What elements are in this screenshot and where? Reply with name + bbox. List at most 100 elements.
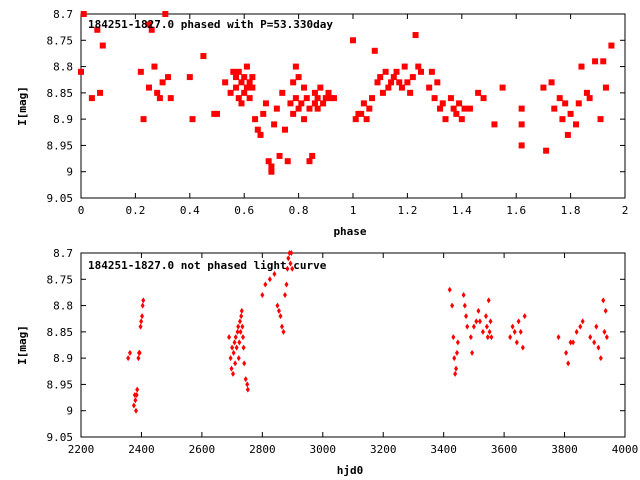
unphased-data-point bbox=[140, 313, 145, 320]
phased-data-point bbox=[379, 89, 386, 96]
unphased-data-point bbox=[516, 318, 521, 325]
phased-data-point bbox=[562, 100, 569, 107]
phased-data-point bbox=[415, 63, 422, 70]
phased-data-point bbox=[292, 95, 299, 102]
phased-data-point bbox=[396, 79, 403, 86]
unphased-data-point bbox=[288, 260, 293, 267]
unphased-data-point bbox=[133, 397, 138, 404]
unphased-data-point bbox=[568, 339, 573, 346]
unphased-xtick-label: 3600 bbox=[491, 443, 518, 456]
phased-data-point bbox=[140, 116, 147, 123]
unphased-data-point bbox=[283, 292, 287, 299]
phased-data-point bbox=[200, 53, 207, 60]
unphased-data-point bbox=[229, 365, 234, 372]
phased-data-point bbox=[99, 42, 106, 49]
phased-data-point bbox=[586, 95, 593, 102]
unphased-ytick-label: 8.7 bbox=[53, 247, 73, 260]
unphased-data-point bbox=[592, 339, 597, 346]
phased-data-point bbox=[94, 26, 101, 33]
phased-data-point bbox=[518, 105, 525, 112]
unphased-data-point bbox=[455, 339, 460, 346]
phased-data-point bbox=[366, 105, 373, 112]
unphased-data-point bbox=[289, 250, 294, 256]
unphased-ytick-label: 8.75 bbox=[47, 273, 74, 286]
phased-data-point bbox=[564, 131, 571, 138]
phased-data-point bbox=[600, 58, 607, 65]
unphased-data-point bbox=[231, 370, 236, 377]
unphased-data-point bbox=[487, 328, 492, 335]
unphased-data-point bbox=[520, 344, 525, 351]
unphased-data-point bbox=[139, 318, 144, 325]
phased-data-point bbox=[559, 116, 566, 123]
phased-data-point bbox=[162, 11, 169, 17]
unphased-data-point bbox=[471, 323, 476, 330]
phased-data-point bbox=[233, 74, 240, 81]
phased-data-point bbox=[88, 95, 95, 102]
phased-data-point bbox=[540, 84, 547, 91]
unphased-ytick-label: 9.05 bbox=[47, 431, 74, 444]
phased-data-point bbox=[80, 11, 87, 17]
phased-data-point bbox=[243, 84, 250, 91]
unphased-data-point bbox=[450, 302, 455, 309]
phased-data-point bbox=[314, 105, 321, 112]
unphased-data-point bbox=[245, 381, 250, 388]
unphased-data-point bbox=[489, 334, 494, 341]
unphased-data-point bbox=[234, 344, 239, 351]
phased-data-point bbox=[214, 110, 220, 117]
phased-data-point bbox=[461, 105, 468, 112]
unphased-xtick-label: 2800 bbox=[249, 443, 276, 456]
phased-data-point bbox=[597, 116, 604, 123]
unphased-data-point bbox=[243, 376, 248, 383]
phased-data-point bbox=[189, 116, 196, 123]
phased-data-point bbox=[475, 89, 482, 96]
unphased-xtick-label: 2400 bbox=[128, 443, 155, 456]
phased-data-point bbox=[257, 131, 264, 138]
phased-data-point bbox=[311, 100, 318, 107]
phased-data-point bbox=[159, 79, 166, 86]
phased-data-point bbox=[252, 116, 259, 123]
phased-data-point bbox=[322, 95, 329, 102]
unphased-data-point bbox=[602, 328, 607, 335]
unphased-data-point bbox=[556, 334, 561, 341]
unphased-data-point bbox=[451, 334, 456, 341]
unphased-data-point bbox=[137, 349, 142, 356]
phased-data-point bbox=[453, 110, 460, 117]
unphased-data-point bbox=[604, 334, 609, 341]
phased-data-point bbox=[518, 142, 525, 149]
unphased-data-point bbox=[522, 313, 527, 320]
phased-plot: 0 0.2 0.4 0.6 0.8 1 1.2 1.4 1.6 1.8 2 8.7 8.75 8.8 8.8… bbox=[16, 8, 628, 238]
unphased-data-point bbox=[485, 334, 490, 341]
phased-data-point bbox=[222, 79, 229, 86]
unphased-data-point bbox=[279, 323, 284, 330]
unphased-data-point bbox=[131, 402, 136, 409]
phased-data-point bbox=[363, 116, 370, 123]
phased-data-point bbox=[301, 116, 308, 123]
phased-data-point bbox=[148, 26, 155, 33]
phased-data-point bbox=[573, 121, 580, 128]
phased-data-point bbox=[186, 74, 193, 81]
phased-data-point bbox=[382, 68, 389, 75]
phased-data-point bbox=[156, 95, 163, 102]
phased-xtick-label: 0.8 bbox=[289, 204, 309, 217]
unphased-data-point bbox=[462, 302, 467, 309]
unphased-data-point bbox=[233, 360, 238, 367]
phased-data-point bbox=[491, 121, 498, 128]
unphased-xtick-label: 4000 bbox=[612, 443, 639, 456]
phased-data-point bbox=[358, 110, 365, 117]
phased-plot-title: 184251-1827.0 phased with P=53.330day bbox=[88, 18, 333, 31]
unphased-data-point bbox=[245, 386, 250, 393]
phased-data-point bbox=[165, 74, 172, 81]
unphased-data-point bbox=[580, 318, 585, 325]
unphased-data-point bbox=[272, 271, 277, 278]
unphased-xtick-label: 2600 bbox=[189, 443, 216, 456]
phased-ytick-label: 8.9 bbox=[53, 113, 73, 126]
phased-data-point bbox=[265, 158, 272, 165]
unphased-ytick-label: 8.95 bbox=[47, 378, 74, 391]
unphased-data-point bbox=[514, 339, 519, 346]
phased-xtick-label: 1.8 bbox=[561, 204, 581, 217]
unphased-data-point bbox=[290, 265, 295, 272]
unphased-ytick-label: 8.9 bbox=[53, 352, 73, 365]
unphased-data-point bbox=[240, 323, 245, 330]
phased-data-point bbox=[330, 95, 337, 102]
